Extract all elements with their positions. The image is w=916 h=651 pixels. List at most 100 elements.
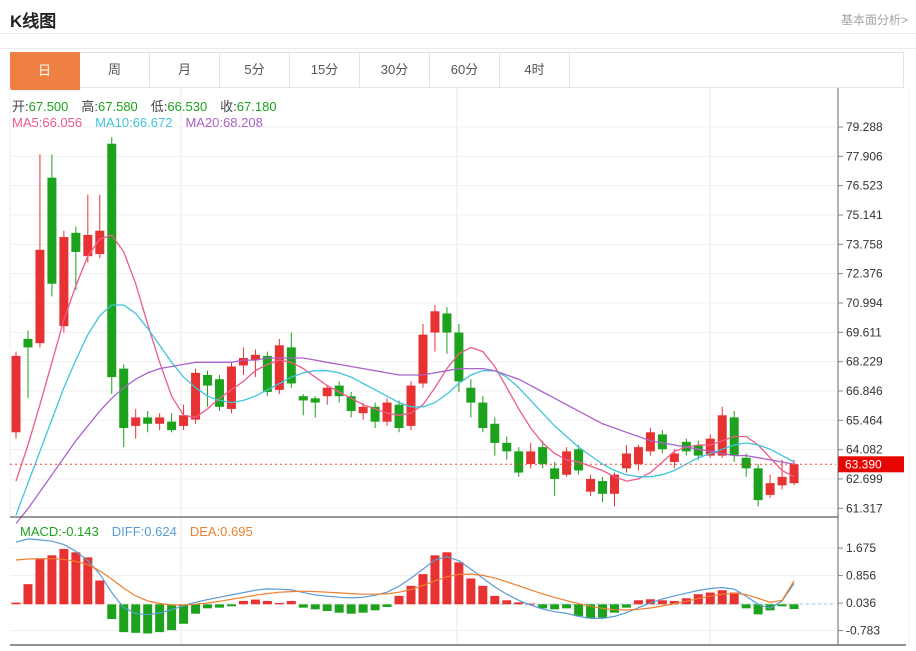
candle-body <box>574 449 584 471</box>
candle-body <box>226 366 236 409</box>
tab-30分[interactable]: 30分 <box>360 53 430 87</box>
candle-body <box>442 313 452 333</box>
macd-hist-bar <box>466 578 476 605</box>
candle-body <box>466 387 476 403</box>
macd-hist-bar <box>741 604 751 609</box>
diff-line <box>15 538 795 620</box>
candle-body <box>286 347 296 384</box>
candle-body <box>490 423 500 443</box>
macd-hist-bar <box>59 548 69 605</box>
macd-hist-bar <box>621 604 631 608</box>
macd-hist-bar <box>11 602 21 605</box>
tab-60分[interactable]: 60分 <box>430 53 500 87</box>
candle-body <box>346 396 356 412</box>
macd-readout-row: MACD:-0.143 DIFF:0.624 DEA:0.695 <box>20 524 266 539</box>
candle-body <box>35 249 45 344</box>
tab-15分[interactable]: 15分 <box>290 53 360 87</box>
candle-body <box>382 402 392 422</box>
candle-body <box>59 237 69 327</box>
candle-body <box>454 332 464 382</box>
macd-hist-bar <box>107 604 117 620</box>
dea-line <box>15 558 795 611</box>
candle-body <box>657 434 667 450</box>
macd-hist-bar <box>789 604 799 609</box>
price-axis-label: 69.611 <box>846 325 882 339</box>
macd-axis-label: -0.783 <box>846 624 880 638</box>
macd-item: DIFF:0.624 <box>111 524 177 539</box>
macd-hist-bar <box>490 595 500 605</box>
candle-body <box>23 338 33 348</box>
candle-body <box>562 451 572 475</box>
candle-body <box>214 379 224 407</box>
candle-body <box>274 345 284 390</box>
macd-hist-bar <box>214 604 224 608</box>
tab-4时[interactable]: 4时 <box>500 53 570 87</box>
price-axis-label: 68.229 <box>846 355 883 369</box>
macd-item: DEA:0.695 <box>189 524 253 539</box>
title-divider <box>0 33 916 34</box>
candle-body <box>370 406 380 422</box>
macd-hist-bar <box>358 604 368 613</box>
macd-hist-bar <box>514 602 524 605</box>
candle-body <box>238 358 248 366</box>
candle-body <box>705 438 715 456</box>
candle-body <box>645 432 655 452</box>
macd-hist-bar <box>179 604 189 624</box>
macd-hist-bar <box>35 559 45 605</box>
macd-hist-bar <box>155 604 165 633</box>
price-axis-label: 76.523 <box>846 179 883 193</box>
macd-axis-label: 1.675 <box>846 541 876 555</box>
macd-hist-bar <box>538 604 548 609</box>
tab-月[interactable]: 月 <box>150 53 220 87</box>
candle-body <box>107 143 117 378</box>
macd-hist-bar <box>430 555 440 605</box>
candle-body <box>298 396 308 401</box>
macd-hist-bar <box>346 604 356 614</box>
candle-body <box>310 398 320 403</box>
candle-body <box>11 355 21 433</box>
macd-hist-bar <box>83 557 93 605</box>
candle-body <box>83 234 93 257</box>
tab-日[interactable]: 日 <box>10 52 80 90</box>
candle-body <box>693 445 703 456</box>
macd-hist-bar <box>203 604 213 609</box>
candle-body <box>633 447 643 465</box>
ma-item: MA20:68.208 <box>185 115 263 130</box>
candle-body <box>717 415 727 456</box>
price-axis-label: 65.464 <box>846 413 883 427</box>
macd-hist-bar <box>47 555 57 605</box>
macd-hist-bar <box>406 585 416 605</box>
macd-hist-bar <box>274 602 284 605</box>
candle-body <box>586 478 596 492</box>
candle-body <box>406 385 416 426</box>
candle-body <box>621 453 631 469</box>
price-axis-label: 79.288 <box>846 120 883 134</box>
candle-body <box>526 451 536 465</box>
tab-5分[interactable]: 5分 <box>220 53 290 87</box>
candle-body <box>538 447 548 465</box>
macd-hist-bar <box>382 604 392 607</box>
macd-axis-label: 0.036 <box>846 596 876 610</box>
candle-body <box>334 385 344 397</box>
macd-hist-bar <box>478 585 488 605</box>
macd-hist-bar <box>442 552 452 605</box>
last-price-badge <box>838 456 904 473</box>
ohlc-item: 低:66.530 <box>150 99 208 114</box>
candle-body <box>358 406 368 414</box>
macd-hist-bar <box>765 604 775 611</box>
candle-body <box>430 311 440 333</box>
macd-hist-bar <box>418 574 428 605</box>
candle-body <box>167 421 177 431</box>
price-axis-label: 61.317 <box>846 501 883 515</box>
fundamental-analysis-link[interactable]: 基本面分析> <box>840 13 908 27</box>
price-axis-label: 70.994 <box>846 296 883 310</box>
macd-hist-bar <box>298 604 308 608</box>
macd-hist-bar <box>95 580 105 605</box>
tab-周[interactable]: 周 <box>80 53 150 87</box>
candle-body <box>598 481 608 494</box>
candle-body <box>143 417 153 424</box>
macd-hist-bar <box>777 604 787 607</box>
candle-body <box>262 355 272 392</box>
macd-hist-bar <box>23 584 33 605</box>
